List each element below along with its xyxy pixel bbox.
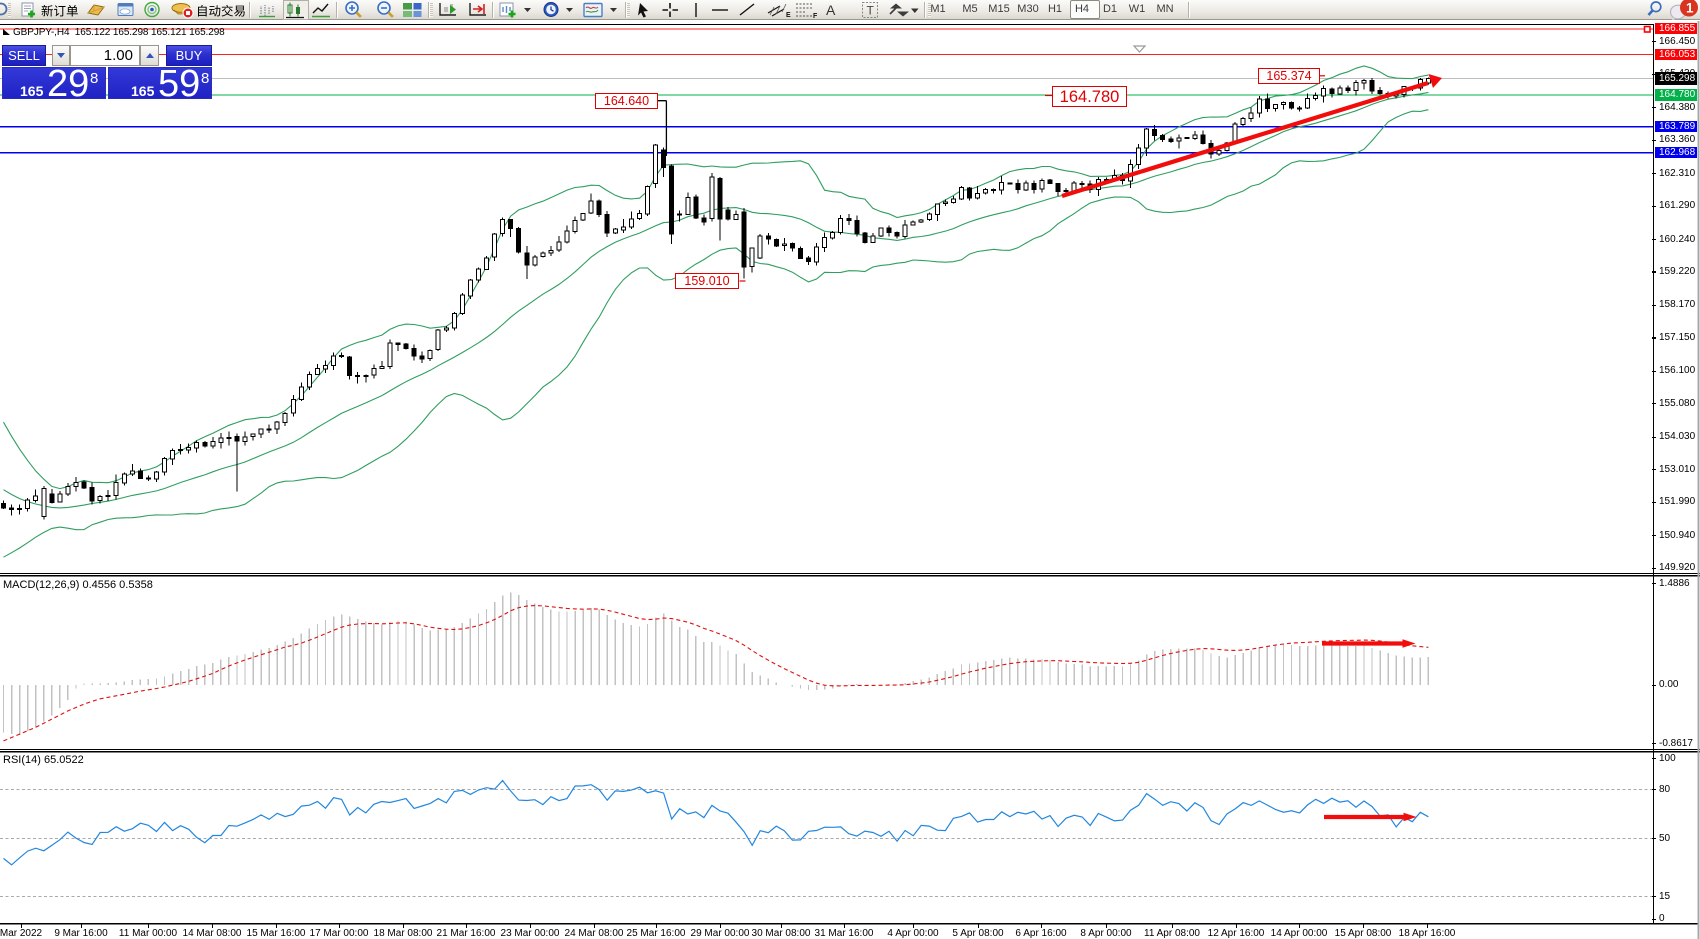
svg-text:E: E bbox=[786, 12, 791, 19]
svg-text:T: T bbox=[867, 4, 875, 18]
svg-text:A: A bbox=[826, 2, 836, 18]
svg-text:F: F bbox=[813, 13, 818, 20]
svg-text:1: 1 bbox=[1686, 1, 1694, 16]
